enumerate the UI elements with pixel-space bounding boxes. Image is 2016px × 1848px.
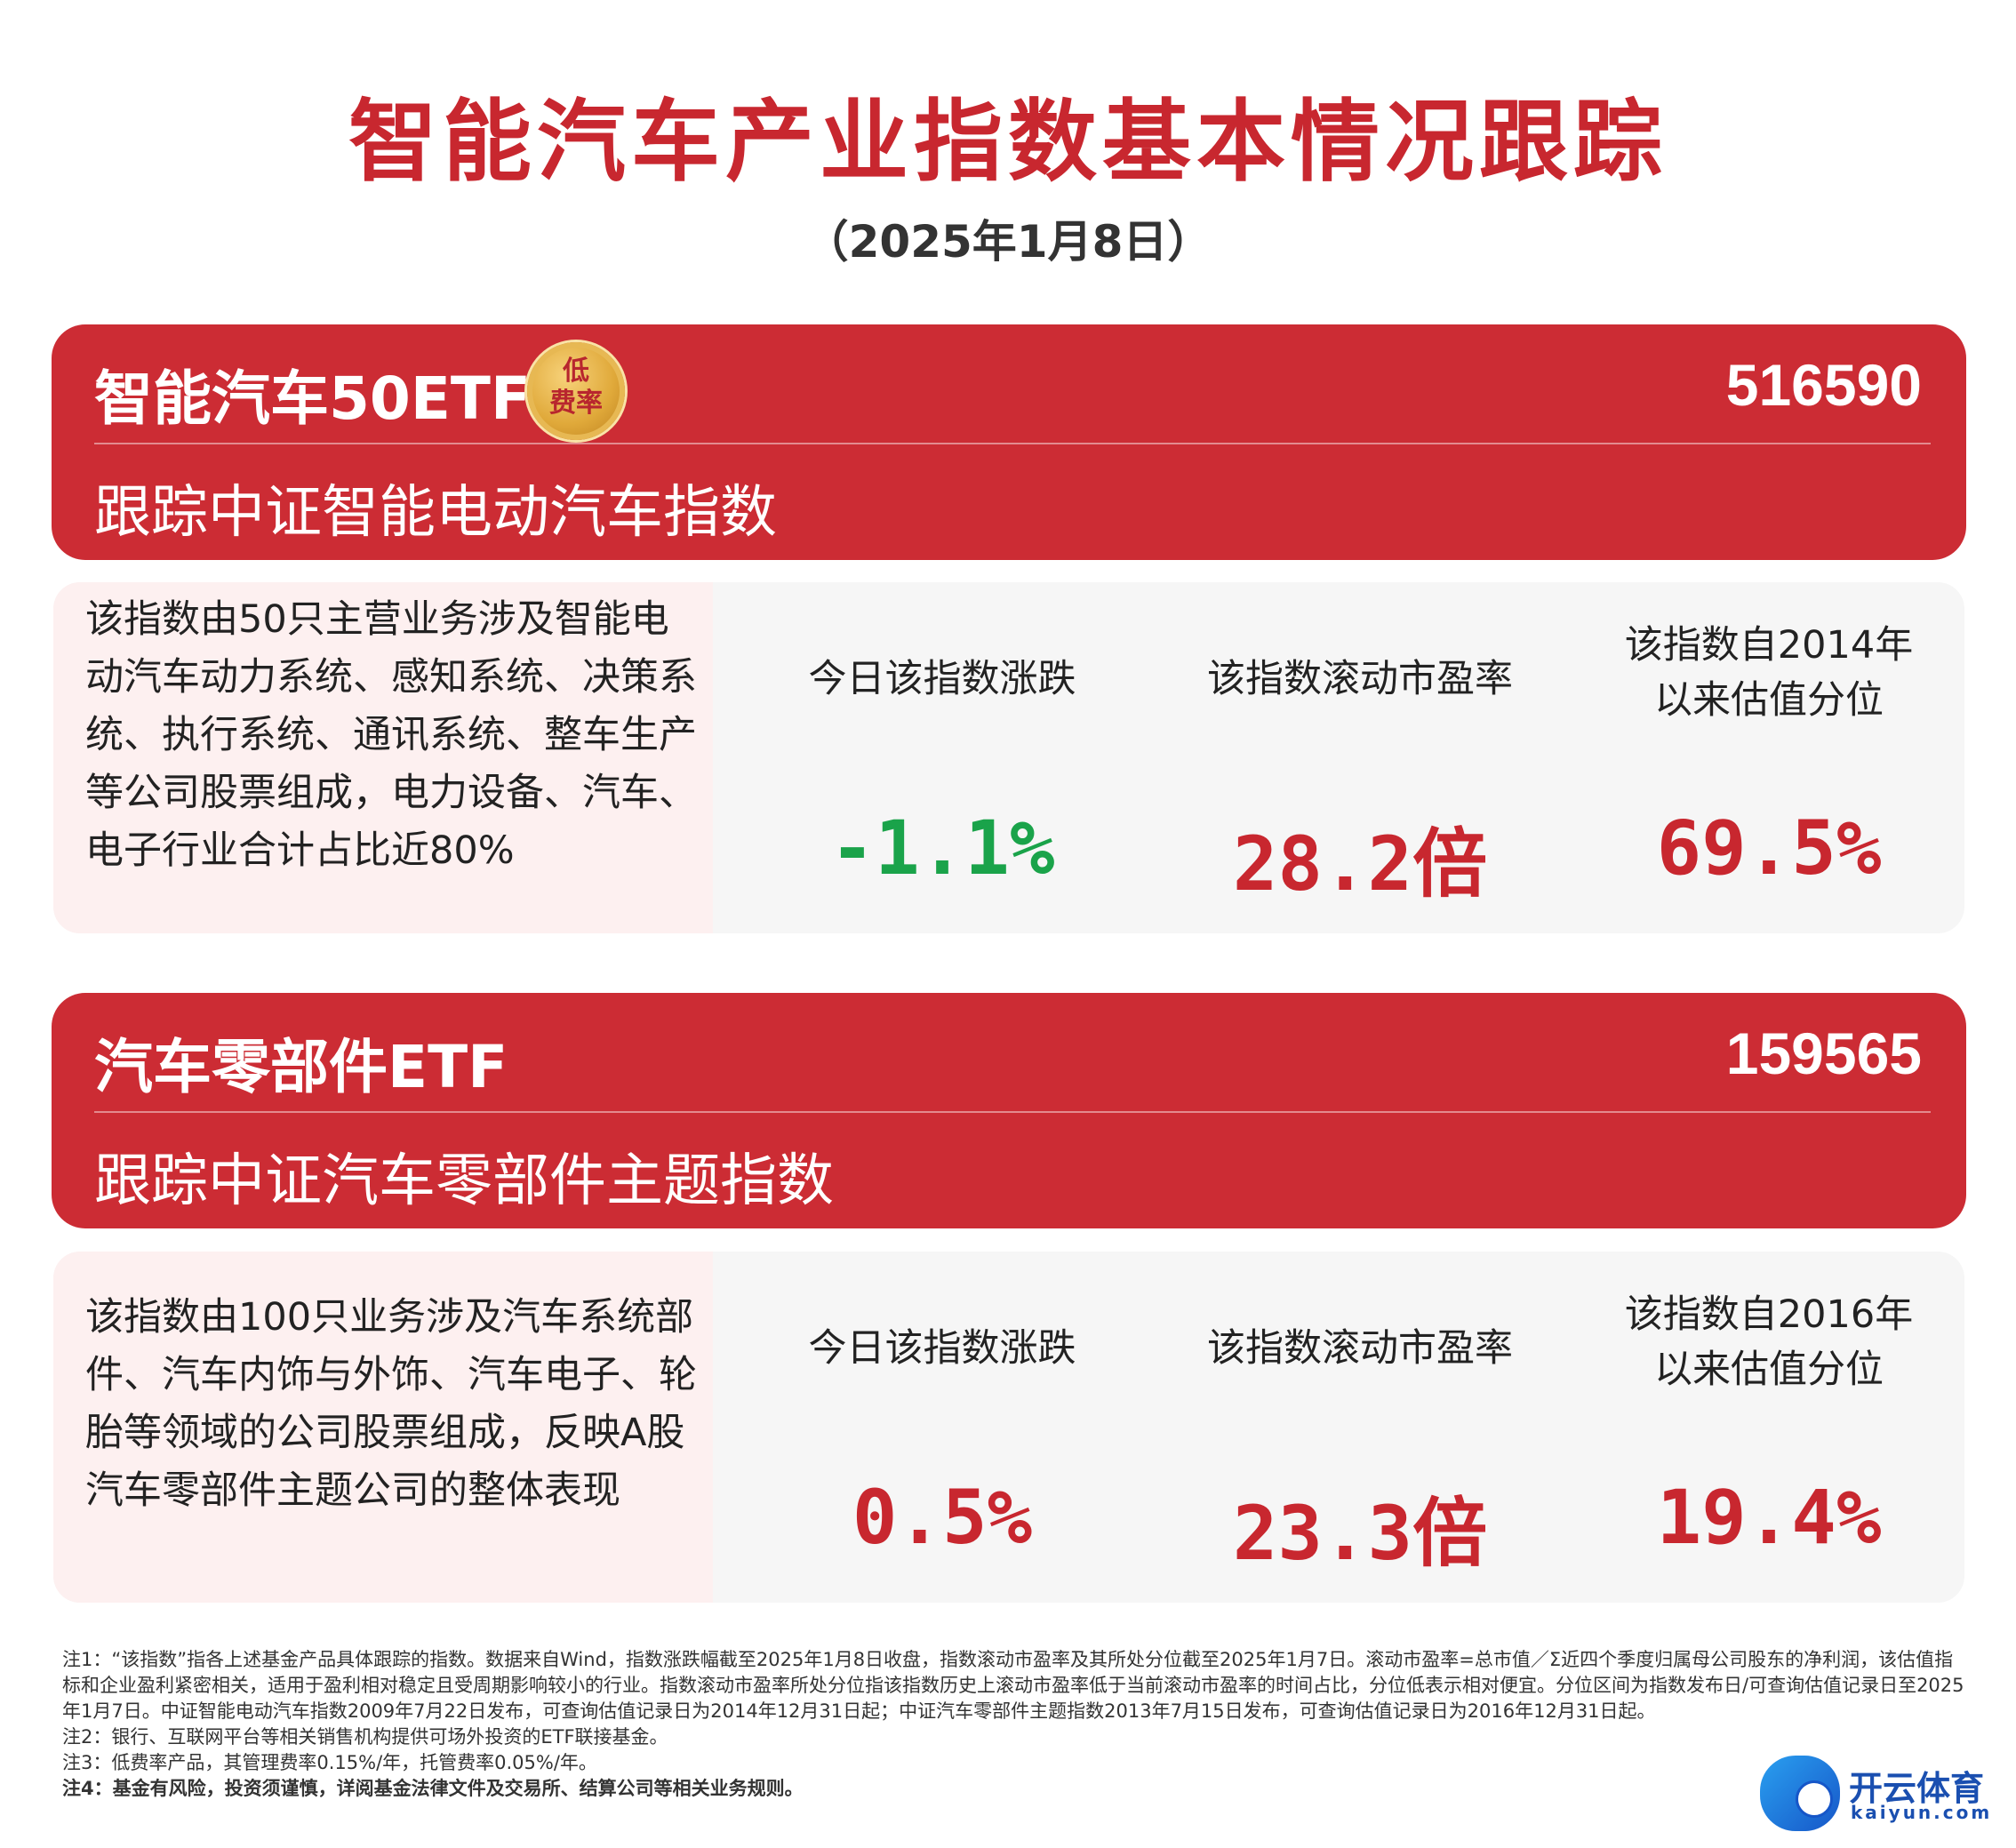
fund-tracking-index: 跟踪中证智能电动汽车指数 <box>94 480 777 546</box>
kaiyun-logo: 开云体育 kaiyun.com <box>1760 1756 2000 1831</box>
index-description: 该指数由100只业务涉及汽车系统部件、汽车内饰与外饰、汽车电子、轮胎等领域的公司… <box>85 1295 697 1513</box>
divider <box>94 443 1931 444</box>
metric-pe-ratio: 该指数滚动市盈率 23.3倍 <box>1156 1296 1564 1598</box>
page-date: （2025年1月8日） <box>804 216 1212 268</box>
metric-label: 该指数滚动市盈率 <box>1207 1326 1513 1371</box>
metric-label: 该指数自2014年以来估值分位 <box>1624 623 1914 723</box>
metric-pe-ratio: 该指数滚动市盈率 28.2倍 <box>1156 627 1564 929</box>
metric-label: 该指数自2016年以来估值分位 <box>1624 1292 1914 1392</box>
index-description: 该指数由50只主营业务涉及智能电动汽车动力系统、感知系统、决策系统、执行系统、通… <box>85 597 697 873</box>
page-title: 智能汽车产业指数基本情况跟踪 <box>348 90 1668 194</box>
low-fee-badge-icon: 低 费率 <box>527 342 625 440</box>
fund-panel-2: 该指数由100只业务涉及汽车系统部件、汽车内饰与外饰、汽车电子、轮胎等领域的公司… <box>53 1252 1964 1603</box>
metric-value: 69.5% <box>1656 804 1882 892</box>
fund-banner-2: 汽车零部件ETF 159565 跟踪中证汽车零部件主题指数 <box>52 993 1966 1228</box>
metric-valuation-percentile: 该指数自2014年以来估值分位 69.5% <box>1618 618 1920 920</box>
fund-name: 汽车零部件ETF <box>94 1033 508 1101</box>
footnote-2: 注2：银行、互联网平台等相关销售机构提供可场外投资的ETF联接基金。 <box>62 1726 668 1748</box>
logo-name: 开云体育 <box>1849 1769 1985 1808</box>
metric-value: 28.2倍 <box>1232 820 1488 908</box>
footnote-4: 注4：基金有风险，投资须谨慎，详阅基金法律文件及交易所、结算公司等相关业务规则。 <box>62 1778 804 1799</box>
fund-code: 516590 <box>1725 352 1922 418</box>
footnote-3: 注3：低费率产品，其管理费率0.15%/年，托管费率0.05%/年。 <box>62 1752 597 1773</box>
metric-daily-change: 今日该指数涨跌 -1.1% <box>764 627 1120 929</box>
metric-value: 19.4% <box>1656 1474 1882 1561</box>
fund-name: 智能汽车50ETF <box>94 364 532 433</box>
footnotes: 注1：“该指数”指各上述基金产品具体跟踪的指数。数据来自Wind，指数涨跌幅截至… <box>62 1647 1964 1802</box>
divider <box>94 1111 1931 1113</box>
metric-label: 今日该指数涨跌 <box>808 1326 1076 1371</box>
fund-tracking-index: 跟踪中证汽车零部件主题指数 <box>94 1148 834 1214</box>
metric-valuation-percentile: 该指数自2016年以来估值分位 19.4% <box>1618 1287 1920 1589</box>
index-description-box: 该指数由50只主营业务涉及智能电动汽车动力系统、感知系统、决策系统、执行系统、通… <box>53 582 713 933</box>
fund-panel-1: 该指数由50只主营业务涉及智能电动汽车动力系统、感知系统、决策系统、执行系统、通… <box>53 582 1964 933</box>
fund-code: 159565 <box>1725 1020 1922 1086</box>
metric-value: -1.1% <box>829 804 1055 892</box>
metric-label: 该指数滚动市盈率 <box>1207 657 1513 701</box>
metric-label: 今日该指数涨跌 <box>808 657 1076 701</box>
index-description-box: 该指数由100只业务涉及汽车系统部件、汽车内饰与外饰、汽车电子、轮胎等领域的公司… <box>53 1252 713 1603</box>
logo-url: kaiyun.com <box>1851 1802 1993 1823</box>
metric-value: 0.5% <box>852 1474 1033 1561</box>
footnote-1: 注1：“该指数”指各上述基金产品具体跟踪的指数。数据来自Wind，指数涨跌幅截至… <box>62 1649 1964 1722</box>
metric-value: 23.3倍 <box>1232 1490 1488 1577</box>
fund-banner-1: 智能汽车50ETF 低 费率 516590 跟踪中证智能电动汽车指数 <box>52 324 1966 560</box>
logo-icon <box>1760 1756 1840 1831</box>
metric-daily-change: 今日该指数涨跌 0.5% <box>764 1296 1120 1598</box>
